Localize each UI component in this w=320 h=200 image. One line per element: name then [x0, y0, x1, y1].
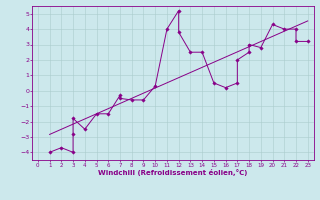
X-axis label: Windchill (Refroidissement éolien,°C): Windchill (Refroidissement éolien,°C) — [98, 169, 247, 176]
